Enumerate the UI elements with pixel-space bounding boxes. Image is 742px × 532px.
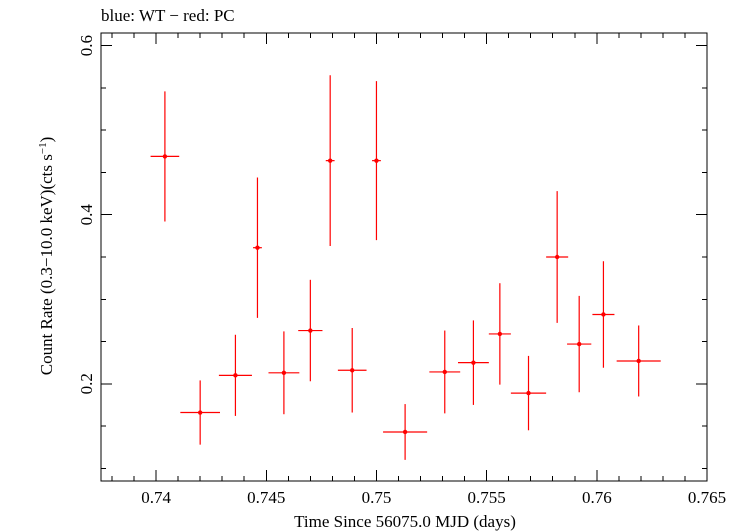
data-marker — [442, 369, 447, 375]
data-point — [337, 328, 367, 413]
x-tick-label: 0.755 — [468, 488, 506, 507]
data-point — [180, 380, 220, 445]
chart-title: blue: WT − red: PC — [101, 6, 235, 25]
data-point — [592, 261, 615, 368]
data-marker — [327, 158, 333, 163]
data-point — [510, 355, 547, 431]
data-point — [457, 320, 489, 405]
y-axis-label-main: Count Rate (0.3−10.0 keV)(cts s — [37, 154, 56, 375]
x-tick-label: 0.745 — [247, 488, 285, 507]
data-point — [488, 283, 511, 385]
axis-tick-labels: 0.74 0.745 0.75 0.755 0.76 0.765 0.2 0.4 0.6 — [77, 35, 726, 507]
y-axis-label-superscript: −1 — [37, 142, 49, 154]
data-marker — [162, 154, 168, 159]
data-point — [546, 191, 569, 323]
data-point — [567, 295, 592, 393]
x-tick-label: 0.76 — [582, 488, 612, 507]
axis-ticks — [101, 33, 708, 481]
data-point — [429, 330, 461, 414]
plot-axes — [100, 32, 708, 482]
data-marker — [255, 245, 260, 250]
y-axis-label-close: ) — [37, 137, 56, 143]
data-marker — [374, 158, 379, 163]
data-marker — [350, 368, 355, 373]
data-point — [372, 81, 381, 241]
y-axis-label: Count Rate (0.3−10.0 keV)(cts s−1) — [37, 137, 56, 376]
data-marker — [233, 373, 238, 378]
data-marker — [601, 312, 606, 317]
x-tick-label: 0.75 — [362, 488, 392, 507]
data-marker — [197, 410, 203, 415]
data-marker — [636, 358, 641, 364]
data-point — [616, 325, 661, 397]
data-point — [325, 75, 335, 247]
x-tick-label: 0.765 — [688, 488, 726, 507]
data-marker — [281, 370, 287, 376]
data-marker — [576, 341, 582, 347]
x-axis-label: Time Since 56075.0 MJD (days) — [294, 512, 516, 531]
data-marker — [471, 360, 476, 365]
x-tick-label: 0.74 — [141, 488, 171, 507]
data-marker — [308, 328, 313, 333]
data-marker — [526, 390, 531, 396]
data-point — [150, 91, 180, 222]
data-point — [218, 334, 252, 416]
y-tick-label: 0.6 — [77, 35, 96, 56]
data-point — [383, 404, 428, 460]
data-marker — [402, 429, 408, 435]
data-point — [268, 331, 300, 415]
data-points — [150, 75, 661, 460]
data-marker — [554, 254, 560, 260]
data-point — [298, 279, 323, 382]
plot-frame — [100, 32, 708, 482]
data-marker — [497, 331, 503, 337]
y-tick-label: 0.2 — [77, 373, 96, 394]
y-tick-label: 0.4 — [77, 204, 96, 226]
data-point — [253, 177, 262, 318]
